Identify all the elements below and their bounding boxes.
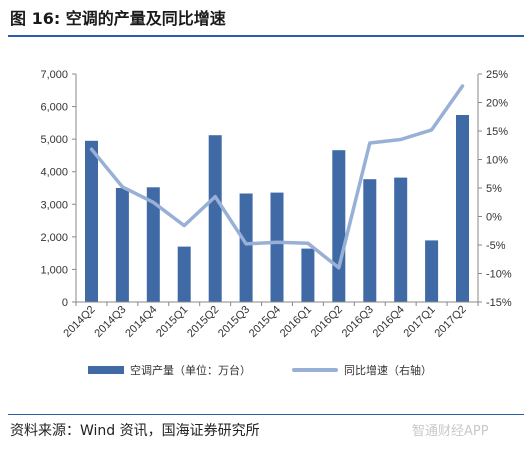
x-tick-label: 2016Q1 (278, 304, 314, 340)
right-tick-label: 15% (486, 126, 508, 138)
bar-2014Q2 (85, 140, 98, 302)
growth-rate-line (89, 84, 465, 270)
legend-bar-label: 空调产量（单位：万台） (130, 363, 251, 377)
line-series (89, 84, 465, 270)
left-tick-label: 7,000 (40, 69, 68, 81)
source-rule (8, 414, 524, 415)
right-tick-label: 5% (486, 183, 502, 195)
chart: 0 1,000 2,000 3,000 4,000 5,000 6,000 7,000 -15… (40, 69, 512, 377)
bar-2015Q1 (177, 246, 191, 302)
left-tick-label: 0 (62, 297, 68, 309)
x-tick-label: 2015Q2 (185, 304, 221, 340)
left-tick-label: 6,000 (40, 102, 68, 114)
bar-2015Q2 (208, 135, 222, 302)
bar-2016Q1 (301, 248, 315, 302)
x-tick-label: 2015Q4 (247, 304, 283, 340)
title-rule (8, 35, 524, 37)
x-tick-label: 2017Q2 (432, 304, 468, 340)
right-tick-label: 20% (486, 98, 508, 110)
x-tick-label: 2016Q4 (371, 304, 407, 340)
bar-2014Q4 (146, 187, 160, 302)
left-tick-label: 1,000 (40, 264, 68, 276)
bar-series (85, 115, 469, 302)
right-tick-label: -5% (486, 240, 506, 252)
watermark: 智通财经APP (412, 424, 489, 439)
x-tick-label: 2016Q2 (309, 304, 345, 340)
x-tick-label: 2014Q3 (92, 304, 128, 340)
right-tick-label: -15% (486, 297, 512, 309)
x-tick-label: 2015Q3 (216, 304, 252, 340)
x-tick-label: 2015Q1 (154, 304, 190, 340)
legend-line-label: 同比增速（右轴） (344, 363, 432, 377)
left-tick-label: 5,000 (40, 134, 68, 146)
left-tick-label: 3,000 (40, 199, 68, 211)
bar-2017Q2 (456, 115, 469, 302)
right-tick-label: 0% (486, 212, 502, 224)
x-tick-label: 2017Q1 (402, 304, 438, 340)
x-tick-label: 2016Q3 (340, 304, 376, 340)
x-axis-ticks: 2014Q22014Q32014Q42015Q12015Q22015Q32015… (61, 304, 468, 340)
left-tick-label: 2,000 (40, 232, 68, 244)
right-tick-label: 25% (486, 69, 508, 81)
figure-title: 图 16: 空调的产量及同比增速 (10, 9, 226, 28)
legend-bar-swatch (88, 366, 124, 374)
right-tick-label: 10% (486, 155, 508, 167)
bar-2016Q3 (363, 179, 377, 302)
left-axis-ticks: 0 1,000 2,000 3,000 4,000 5,000 6,000 7,000 (40, 69, 76, 309)
bar-2016Q4 (394, 177, 408, 302)
legend: 空调产量（单位：万台） 同比增速（右轴） (88, 363, 432, 377)
source-note: 资料来源：Wind 资讯，国海证券研究所 (10, 423, 260, 439)
right-tick-label: -10% (486, 269, 512, 281)
x-tick-label: 2014Q2 (61, 304, 97, 340)
x-tick-label: 2014Q4 (123, 304, 159, 340)
bar-2015Q4 (270, 192, 284, 302)
left-tick-label: 4,000 (40, 167, 68, 179)
bar-2016Q2 (332, 150, 346, 302)
right-axis-ticks: -15% -10% -5% 0% 5% 10% 15% 20% 25% (478, 69, 512, 309)
bar-2015Q3 (239, 193, 253, 302)
bar-2014Q3 (115, 188, 129, 302)
bar-2017Q1 (425, 240, 439, 302)
